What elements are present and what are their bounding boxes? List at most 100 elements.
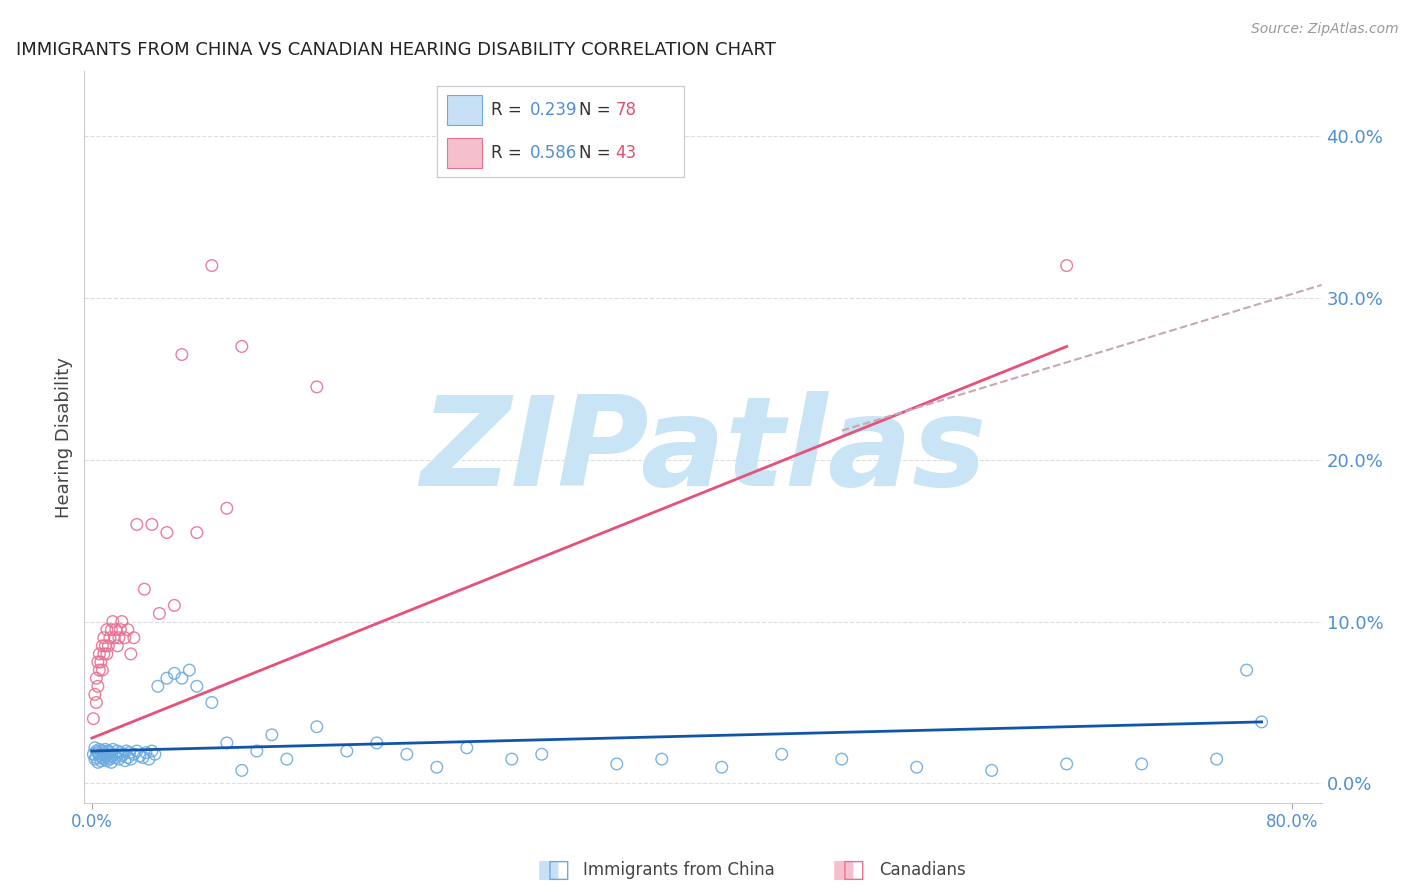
Point xyxy=(186,525,208,540)
Point xyxy=(246,744,269,758)
Point xyxy=(96,754,118,768)
Point xyxy=(96,747,118,762)
Point xyxy=(91,744,114,758)
Point xyxy=(110,746,132,760)
Text: ZIPatlas: ZIPatlas xyxy=(420,392,986,512)
Point xyxy=(456,740,478,755)
Text: Source: ZipAtlas.com: Source: ZipAtlas.com xyxy=(1251,22,1399,37)
Point xyxy=(1205,752,1227,766)
Point xyxy=(201,696,224,710)
Point xyxy=(179,663,201,677)
Point xyxy=(141,744,163,758)
Point xyxy=(110,623,132,637)
Point xyxy=(87,655,110,669)
Point xyxy=(156,525,179,540)
Point xyxy=(114,754,136,768)
Point xyxy=(1250,714,1272,729)
Point xyxy=(163,599,186,613)
Point xyxy=(83,740,105,755)
Point xyxy=(1056,259,1078,273)
Point xyxy=(980,764,1002,778)
Point xyxy=(170,347,193,361)
Point xyxy=(186,679,208,693)
Point xyxy=(91,750,114,764)
Point xyxy=(111,748,134,763)
Point xyxy=(146,679,169,693)
Point xyxy=(215,736,238,750)
Text: □: □ xyxy=(547,858,569,881)
Point xyxy=(163,666,186,681)
Point xyxy=(96,647,118,661)
Point xyxy=(94,748,117,763)
Point xyxy=(366,736,388,750)
Point xyxy=(104,750,127,764)
Point xyxy=(101,742,124,756)
Point xyxy=(1056,756,1078,771)
Point xyxy=(831,752,853,766)
Point xyxy=(260,728,283,742)
Point xyxy=(426,760,449,774)
Point xyxy=(170,671,193,685)
Point xyxy=(305,380,328,394)
Point xyxy=(89,647,111,661)
Point xyxy=(90,754,112,768)
Point xyxy=(108,752,131,766)
Text: ■: ■ xyxy=(832,858,855,881)
Point xyxy=(87,679,110,693)
Point xyxy=(98,746,121,760)
Point xyxy=(86,671,108,685)
Point xyxy=(651,752,673,766)
Point xyxy=(111,615,134,629)
Point xyxy=(530,747,553,762)
Point xyxy=(122,747,145,762)
Point xyxy=(215,501,238,516)
Point xyxy=(135,746,157,760)
Point xyxy=(87,746,110,760)
Point xyxy=(93,631,115,645)
Point xyxy=(305,720,328,734)
Point xyxy=(606,756,628,771)
Point xyxy=(100,756,122,770)
Point xyxy=(231,764,253,778)
Point xyxy=(125,517,148,532)
Point xyxy=(83,752,105,766)
Point xyxy=(91,663,114,677)
Point xyxy=(97,750,120,764)
Point xyxy=(132,750,155,764)
Point xyxy=(104,623,127,637)
Point xyxy=(90,655,112,669)
Point xyxy=(905,760,928,774)
Point xyxy=(97,744,120,758)
Point xyxy=(96,623,118,637)
Point xyxy=(86,750,108,764)
Point xyxy=(97,639,120,653)
Point xyxy=(89,663,111,677)
Point xyxy=(115,744,138,758)
Point xyxy=(93,752,115,766)
Point xyxy=(117,623,139,637)
Point xyxy=(83,687,105,701)
Point xyxy=(100,748,122,763)
Point xyxy=(86,744,108,758)
Point xyxy=(148,607,170,621)
Point xyxy=(141,517,163,532)
Y-axis label: Hearing Disability: Hearing Disability xyxy=(55,357,73,517)
Point xyxy=(395,747,418,762)
Text: Immigrants from China: Immigrants from China xyxy=(583,861,775,879)
Point xyxy=(231,339,253,353)
Point xyxy=(1236,663,1258,677)
Point xyxy=(118,746,141,760)
Text: IMMIGRANTS FROM CHINA VS CANADIAN HEARING DISABILITY CORRELATION CHART: IMMIGRANTS FROM CHINA VS CANADIAN HEARIN… xyxy=(17,41,776,59)
Point xyxy=(1130,756,1153,771)
Text: □: □ xyxy=(842,858,865,881)
Point xyxy=(120,647,142,661)
Point xyxy=(98,752,121,766)
Point xyxy=(94,639,117,653)
Point xyxy=(93,647,115,661)
Point xyxy=(100,623,122,637)
Point xyxy=(143,747,166,762)
Point xyxy=(105,744,128,758)
Point xyxy=(82,747,104,762)
Point xyxy=(93,746,115,760)
Point xyxy=(94,742,117,756)
